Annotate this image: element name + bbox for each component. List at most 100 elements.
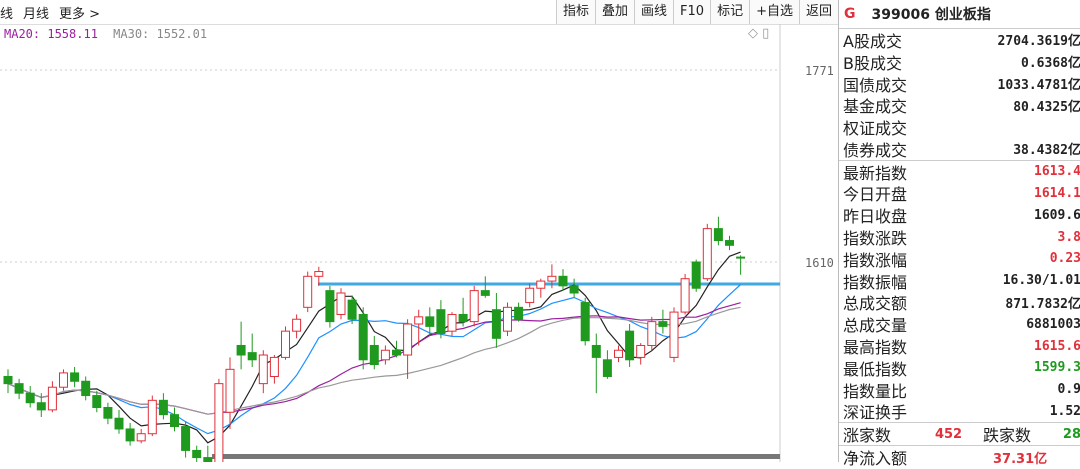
mark-button[interactable]: 标记: [710, 0, 750, 24]
period-more-menu[interactable]: 更多 >: [59, 6, 101, 22]
candle-body: [503, 306, 512, 332]
candle: [480, 276, 490, 298]
turnover-label: 基金成交: [843, 97, 908, 117]
turnover-row: 权证成交: [839, 116, 1080, 138]
candle: [525, 283, 535, 308]
candle: [192, 445, 202, 462]
candle-body: [569, 285, 579, 294]
candle: [181, 421, 191, 458]
back-button[interactable]: 返回: [798, 0, 838, 24]
candle-body: [614, 349, 623, 358]
candle: [647, 316, 657, 351]
f10-button[interactable]: F10: [673, 0, 711, 24]
breadth-row: 涨家数 452 跌家数 28: [839, 422, 1080, 445]
add-watchlist-button[interactable]: +自选: [749, 0, 799, 24]
chart-corner-controls: ◇ ▯: [748, 26, 769, 41]
up-count: 452: [934, 426, 963, 442]
candle: [214, 378, 224, 462]
candle: [636, 343, 646, 365]
candle: [658, 309, 668, 334]
candle-body: [602, 359, 612, 377]
net-inflow-value: 37.31亿: [993, 451, 1048, 467]
candle-body: [636, 344, 646, 358]
candle-body: [680, 278, 690, 313]
candle: [358, 307, 368, 370]
candle-body: [14, 383, 24, 394]
quote-value: 1614.1: [1034, 185, 1080, 201]
candle: [569, 278, 579, 298]
quote-row: 总成交额 871.7832亿: [839, 292, 1080, 313]
candle-body: [203, 457, 213, 462]
candle-body: [281, 330, 290, 358]
candle: [25, 386, 35, 408]
quote-label: 指数涨跌: [843, 229, 908, 249]
candle: [70, 366, 80, 388]
price-label-1771: 1771: [805, 64, 834, 78]
candle: [625, 324, 635, 367]
quote-row: 今日开盘 1614.1: [839, 183, 1080, 204]
candle: [702, 223, 712, 282]
candle: [491, 293, 501, 348]
period-month-tab[interactable]: 月线: [23, 6, 50, 22]
turnover-value: 2704.3619亿: [997, 34, 1080, 50]
candle: [347, 295, 357, 325]
candle-body: [380, 349, 390, 361]
candle: [458, 297, 468, 327]
quote-value: 1.52: [1049, 403, 1080, 419]
candle: [203, 445, 213, 462]
candle: [258, 350, 268, 394]
candle-body: [425, 316, 435, 327]
window-icon[interactable]: ▯: [762, 26, 770, 41]
quote-label: 最低指数: [843, 359, 908, 379]
candle-body: [214, 383, 224, 462]
indicator-button[interactable]: 指标: [555, 0, 595, 24]
scroll-bar[interactable]: [212, 454, 780, 459]
candle: [147, 395, 157, 437]
candle: [591, 333, 601, 394]
candle: [225, 357, 235, 429]
candlestick-chart[interactable]: 1771 1610: [0, 24, 838, 462]
candle: [425, 307, 435, 336]
candle-body: [725, 240, 734, 246]
candle-body: [625, 330, 635, 361]
candle: [125, 422, 135, 446]
candle-body: [669, 311, 679, 358]
turnover-value: 38.4382亿: [1013, 143, 1080, 159]
candle: [547, 264, 557, 289]
ma30-line: [7, 306, 741, 415]
candle: [136, 428, 146, 444]
diamond-icon[interactable]: ◇: [748, 26, 758, 41]
overlay-button[interactable]: 叠加: [595, 0, 635, 24]
candle: [580, 297, 590, 346]
candle: [314, 266, 324, 286]
candle: [447, 312, 457, 336]
candle-body: [547, 275, 557, 282]
turnover-row: B股成交 0.6368亿: [839, 51, 1080, 73]
candle-body: [170, 414, 179, 428]
panel-header: G 399006 创业板指: [839, 0, 1080, 29]
candle: [59, 369, 68, 391]
candle-body: [480, 290, 490, 296]
candle-body: [81, 380, 91, 397]
candle-body: [47, 386, 57, 411]
draw-line-button[interactable]: 画线: [634, 0, 674, 24]
period-week-tab[interactable]: 线: [0, 6, 14, 22]
quote-label: 昨日收盘: [843, 207, 908, 227]
candle-body: [491, 309, 501, 339]
candle: [369, 335, 379, 370]
candle-body: [392, 349, 401, 356]
quote-row: 指数量比 0.9: [839, 379, 1080, 401]
candle-body: [458, 313, 468, 323]
candle-body: [192, 449, 202, 459]
candle: [691, 259, 701, 292]
quote-row: 最新指数 1613.4: [839, 161, 1080, 183]
quote-row: 最高指数 1615.6: [839, 335, 1080, 357]
candle-body: [336, 292, 346, 315]
index-title: 399006 创业板指: [871, 7, 991, 23]
turnover-label: 国债成交: [843, 75, 908, 95]
candle-body: [125, 428, 135, 442]
candle: [114, 409, 124, 434]
candles: [3, 216, 746, 462]
quote-label: 指数涨幅: [843, 250, 908, 270]
quote-value: 1615.6: [1034, 338, 1080, 354]
